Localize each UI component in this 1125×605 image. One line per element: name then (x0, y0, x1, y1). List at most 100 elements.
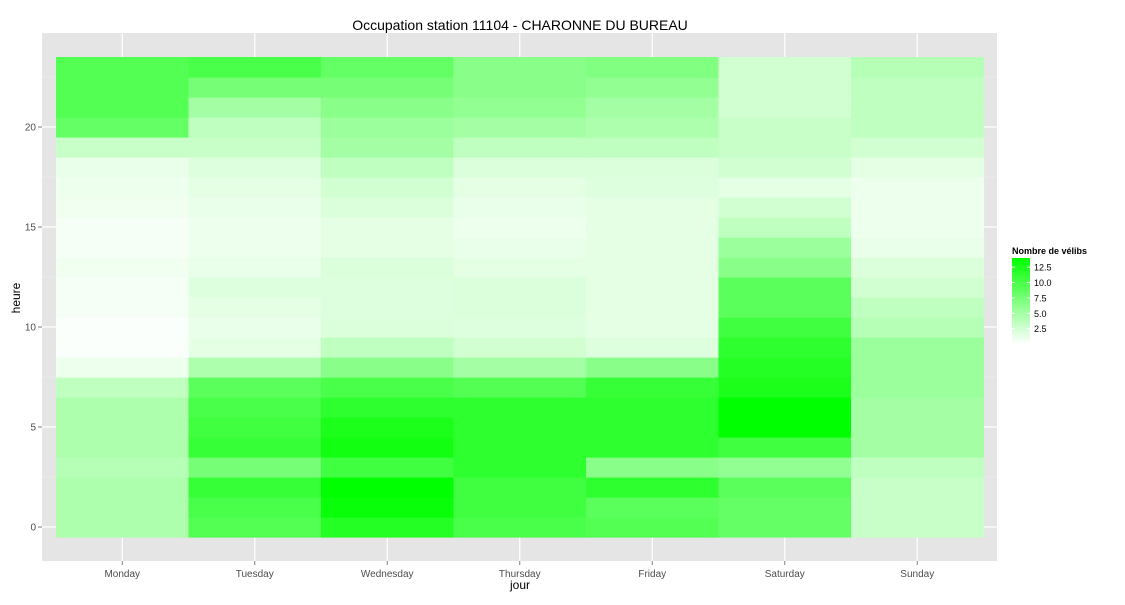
heatmap-tile (718, 137, 852, 158)
heatmap-tile (56, 177, 190, 198)
heatmap-tile (453, 357, 587, 378)
heatmap-tile (851, 297, 985, 318)
heatmap-tile (453, 337, 587, 358)
heatmap-tile (56, 437, 190, 458)
heatmap-tile (56, 77, 190, 98)
axes: 0 5 10 15 20 Monday Tuesday Wednesday Thursday Fr… (25, 123, 934, 581)
heatmap-tile (851, 77, 985, 98)
heatmap-tile (453, 277, 587, 298)
heatmap-tile (851, 377, 985, 398)
legend-label: 12.5 (1034, 263, 1052, 273)
heatmap-tile (586, 477, 720, 498)
heatmap-tile (586, 437, 720, 458)
heatmap-tile (586, 157, 720, 178)
heatmap-tile (851, 137, 985, 158)
heatmap-tile (586, 397, 720, 418)
heatmap-tile (851, 357, 985, 378)
heatmap-tile (851, 237, 985, 258)
heatmap-tile (321, 437, 455, 458)
heatmap-tile (188, 257, 322, 278)
heatmap-tile (851, 337, 985, 358)
heatmap-tile (56, 157, 190, 178)
heatmap-tile (188, 337, 322, 358)
heatmap-tile (718, 277, 852, 298)
heatmap-tile (321, 417, 455, 438)
heatmap-tile (188, 217, 322, 238)
heatmap-tile (718, 237, 852, 258)
heatmap-tile (188, 397, 322, 418)
heatmap-tile (188, 277, 322, 298)
heatmap-tile (56, 477, 190, 498)
heatmap-tile (586, 177, 720, 198)
heatmap-tile (188, 357, 322, 378)
heatmap-tile (188, 57, 322, 78)
y-tick-label: 0 (30, 523, 36, 534)
heatmap-tile (453, 397, 587, 418)
heatmap-tile (453, 477, 587, 498)
heatmap-tile (188, 457, 322, 478)
heatmap-tile (56, 517, 190, 538)
heatmap-tile (321, 97, 455, 118)
heatmap-tile (586, 257, 720, 278)
heatmap-tile (321, 357, 455, 378)
heatmap-tile (586, 297, 720, 318)
x-tick-label: Saturday (765, 569, 805, 580)
heatmap-tile (56, 197, 190, 218)
heatmap-tile (718, 297, 852, 318)
heatmap-tile (851, 57, 985, 78)
y-tick-label: 5 (30, 423, 36, 434)
heatmap-tile (321, 297, 455, 318)
y-axis-title: heure (9, 282, 23, 313)
y-tick-label: 15 (25, 223, 37, 234)
heatmap-tile (851, 117, 985, 138)
heatmap-tile (718, 97, 852, 118)
heatmap-tile (188, 417, 322, 438)
heatmap-tile (321, 277, 455, 298)
heatmap-tile (453, 237, 587, 258)
heatmap-tile (321, 517, 455, 538)
heatmap-tile (453, 57, 587, 78)
heatmap-tile (453, 377, 587, 398)
heatmap-tile (718, 177, 852, 198)
heatmap-tile (586, 317, 720, 338)
heatmap-tile (586, 237, 720, 258)
heatmap-tile (56, 257, 190, 278)
heatmap-tile (188, 317, 322, 338)
heatmap-tile (718, 377, 852, 398)
heatmap-tile (56, 137, 190, 158)
heatmap-tile (718, 357, 852, 378)
x-tick-label: Friday (638, 569, 666, 580)
y-tick-label: 10 (25, 323, 37, 334)
heatmap-tile (851, 417, 985, 438)
heatmap-tile (586, 417, 720, 438)
heatmap-tile (56, 277, 190, 298)
heatmap-tile (56, 217, 190, 238)
heatmap-tile (321, 397, 455, 418)
heatmap-tile (851, 517, 985, 538)
heatmap-tile (453, 497, 587, 518)
heatmap-tile (851, 477, 985, 498)
heatmap-tile (453, 97, 587, 118)
heatmap-tile (188, 517, 322, 538)
heatmap-tile (718, 317, 852, 338)
heatmap-tile (586, 57, 720, 78)
heatmap-tile (321, 157, 455, 178)
heatmap-tile (56, 417, 190, 438)
heatmap-tile (321, 57, 455, 78)
heatmap-tile (718, 117, 852, 138)
heatmap-tile (56, 357, 190, 378)
heatmap-tile (586, 497, 720, 518)
legend: Nombre de vélibs 12.5 10.0 7.5 5.0 2.5 (1012, 246, 1087, 344)
heatmap-tile (321, 217, 455, 238)
heatmap-tile (851, 437, 985, 458)
heatmap-tile (56, 97, 190, 118)
heatmap-tile (718, 397, 852, 418)
heatmap-tile (56, 237, 190, 258)
heatmap-tile (718, 157, 852, 178)
heatmap-tile (586, 117, 720, 138)
heatmap-tile (56, 117, 190, 138)
heatmap-tile (718, 437, 852, 458)
y-tick-label: 20 (25, 123, 37, 134)
heatmap-tile (586, 197, 720, 218)
